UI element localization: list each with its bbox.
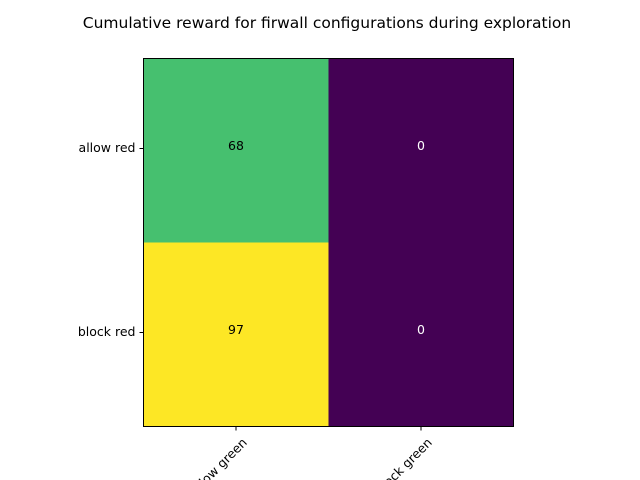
y-tick-label: block red xyxy=(78,324,136,339)
cell-value-label: 97 xyxy=(228,322,244,337)
y-tick-label: allow red xyxy=(79,140,136,155)
y-axis: allow red block red xyxy=(78,140,144,339)
heatmap-cell xyxy=(328,58,514,243)
heatmap-cell xyxy=(143,58,329,243)
x-axis: allow green block green xyxy=(188,426,435,480)
heatmap-cells: 68 0 97 0 xyxy=(143,58,514,427)
heatmap-cell xyxy=(328,242,514,427)
plot-frame xyxy=(143,58,514,427)
chart-title: Cumulative reward for firwall configurat… xyxy=(83,14,571,32)
heatmap-cell xyxy=(143,242,329,427)
cell-value-label: 68 xyxy=(228,138,244,153)
x-tick-label: block green xyxy=(373,435,435,480)
cell-value-label: 0 xyxy=(417,322,425,337)
x-tick-label: allow green xyxy=(188,435,250,480)
cell-value-label: 0 xyxy=(417,138,425,153)
